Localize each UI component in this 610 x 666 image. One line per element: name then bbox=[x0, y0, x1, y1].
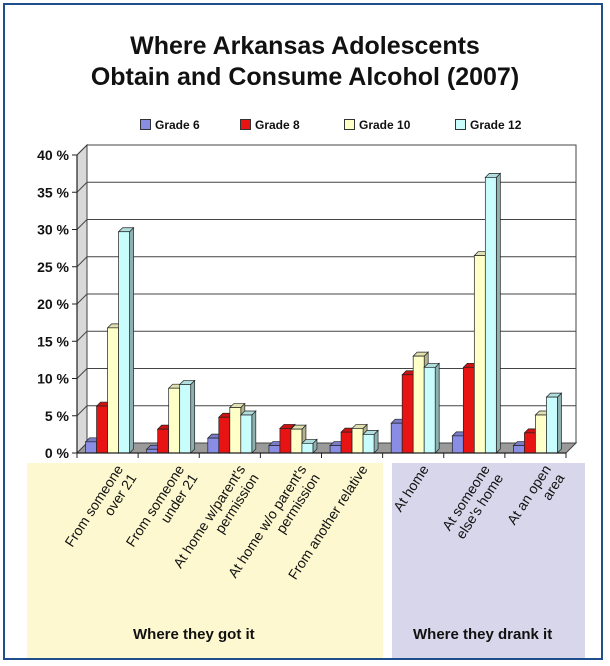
bar-grade-6-4 bbox=[329, 445, 342, 454]
group-label-got: Where they got it bbox=[133, 626, 255, 643]
panel-where-they-got-it bbox=[27, 463, 383, 658]
category-label-6: At someoneelse's home bbox=[439, 462, 507, 542]
bar-side-grade-12-7 bbox=[557, 392, 562, 454]
bar-grade-8-1 bbox=[157, 428, 170, 454]
legend-item-grade-10: Grade 10 bbox=[344, 118, 410, 132]
legend-swatch-grade-6 bbox=[140, 119, 151, 130]
legend-label-grade-6: Grade 6 bbox=[155, 118, 200, 132]
y-tick-label-5: 5 % bbox=[45, 408, 70, 424]
y-tick-label-0: 0 % bbox=[45, 445, 70, 461]
legend-item-grade-8: Grade 8 bbox=[240, 118, 300, 132]
bar-grade-8-5 bbox=[401, 374, 414, 454]
bar-grade-6-5 bbox=[390, 422, 403, 454]
panel-where-they-drank-it bbox=[392, 463, 585, 658]
bar-grade-6-3 bbox=[268, 445, 281, 454]
bar-grade-10-3 bbox=[290, 428, 303, 454]
bar-side-grade-12-1 bbox=[190, 379, 196, 454]
y-tick-label-30: 30 % bbox=[37, 222, 69, 238]
y-tick-label-25: 25 % bbox=[37, 259, 69, 275]
y-tick-label-20: 20 % bbox=[37, 296, 69, 312]
y-tick-label-15: 15 % bbox=[37, 333, 69, 349]
y-tick-label-10: 10 % bbox=[37, 371, 69, 387]
bar-grade-8-6 bbox=[462, 366, 475, 454]
bar-grade-8-7 bbox=[524, 432, 536, 454]
gridline-diag-15 bbox=[76, 330, 88, 342]
category-label-5: At home bbox=[390, 462, 432, 515]
bar-side-grade-12-6 bbox=[495, 172, 501, 454]
legend-swatch-grade-8 bbox=[240, 119, 251, 130]
bar-grade-10-6 bbox=[473, 255, 486, 454]
gridline-diag-20 bbox=[76, 293, 88, 305]
gridline-diag-10 bbox=[76, 368, 88, 379]
group-label-drank: Where they drank it bbox=[413, 626, 553, 643]
bar-grade-8-2 bbox=[218, 416, 231, 454]
bar-grade-6-6 bbox=[451, 435, 464, 454]
legend-label-grade-8: Grade 8 bbox=[255, 118, 300, 132]
bar-grade-6-7 bbox=[513, 445, 525, 454]
legend-item-grade-6: Grade 6 bbox=[140, 118, 200, 132]
bar-grade-12-4 bbox=[362, 434, 375, 454]
bar-grade-12-7 bbox=[546, 396, 558, 454]
category-label-5-line-0: At home bbox=[390, 462, 432, 515]
bar-grade-8-3 bbox=[279, 428, 292, 454]
bar-grade-8-4 bbox=[340, 431, 353, 454]
y-tick-label-40: 40 % bbox=[37, 147, 69, 163]
bar-grade-12-6 bbox=[484, 177, 497, 454]
bar-side-grade-12-0 bbox=[129, 226, 134, 454]
bar-grade-10-5 bbox=[412, 355, 425, 454]
bar-grade-12-2 bbox=[240, 414, 253, 454]
bar-grade-12-1 bbox=[179, 384, 192, 454]
bar-grade-12-5 bbox=[423, 366, 436, 454]
chart-legend: Grade 6 Grade 8 Grade 10 Grade 12 bbox=[0, 118, 610, 136]
y-tick-label-35: 35 % bbox=[37, 184, 69, 200]
bar-grade-8-0 bbox=[96, 405, 108, 454]
legend-label-grade-12: Grade 12 bbox=[470, 118, 522, 132]
bar-grade-10-7 bbox=[535, 414, 547, 454]
bar-grade-10-2 bbox=[229, 407, 242, 454]
gridline-diag-40 bbox=[76, 144, 88, 156]
bar-grade-12-0 bbox=[118, 231, 130, 454]
category-label-7: At an openarea bbox=[504, 462, 568, 536]
gridline-diag-5 bbox=[76, 405, 88, 417]
legend-item-grade-12: Grade 12 bbox=[455, 118, 521, 132]
bar-grade-10-1 bbox=[168, 387, 181, 454]
bar-grade-10-4 bbox=[351, 428, 364, 454]
legend-swatch-grade-10 bbox=[344, 119, 355, 130]
bar-grade-6-2 bbox=[207, 437, 220, 454]
gridline-diag-35 bbox=[76, 181, 88, 193]
legend-label-grade-10: Grade 10 bbox=[359, 118, 411, 132]
bar-side-grade-12-2 bbox=[251, 410, 257, 454]
bar-side-grade-12-5 bbox=[434, 362, 440, 454]
gridline-diag-25 bbox=[76, 256, 88, 268]
bar-grade-12-3 bbox=[301, 442, 314, 454]
bar-grade-10-0 bbox=[107, 327, 119, 454]
gridline-diag-30 bbox=[76, 219, 88, 230]
chart-title-line-2: Obtain and Consume Alcohol (2007) bbox=[90, 63, 520, 91]
chart-title-line-1: Where Arkansas Adolescents bbox=[130, 32, 480, 60]
bar-grade-6-0 bbox=[85, 441, 97, 454]
legend-swatch-grade-12 bbox=[455, 119, 466, 130]
